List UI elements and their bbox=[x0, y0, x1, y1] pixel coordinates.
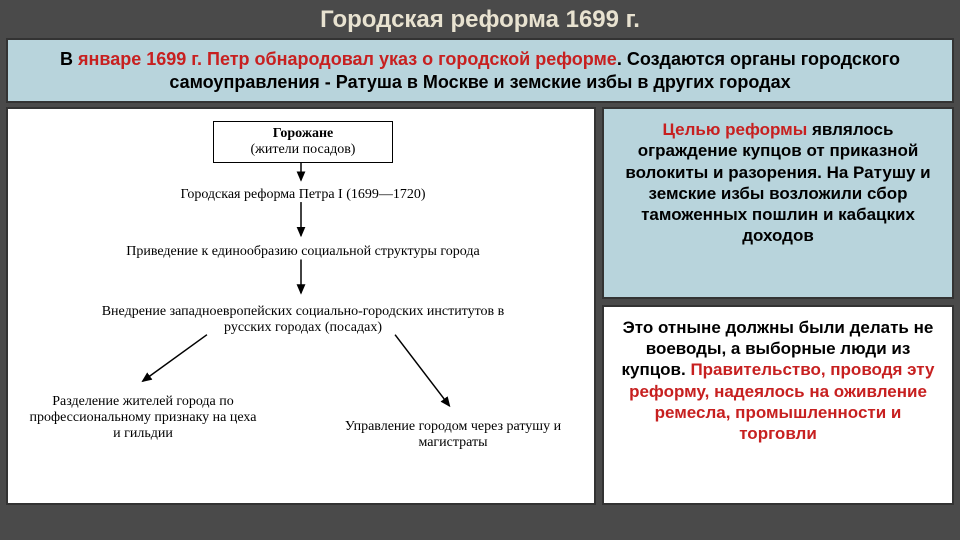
flow-node-5: Управление городом через ратушу и магист… bbox=[338, 419, 568, 451]
side-purpose-highlight: Целью реформы bbox=[663, 120, 808, 139]
flow-node-4: Разделение жителей города по профессиона… bbox=[28, 394, 258, 442]
side-box-purpose: Целью реформы являлось ограждение купцов… bbox=[602, 107, 954, 299]
flow-node-2: Приведение к единообразию социальной стр… bbox=[93, 244, 513, 260]
flow-node-1: Городская реформа Петра I (1699—1720) bbox=[143, 187, 463, 203]
side-box-result: Это отныне должны были делать не воеводы… bbox=[602, 305, 954, 505]
page-title: Городская реформа 1699 г. bbox=[0, 0, 960, 38]
flow-node-root-l2: (жители посадов) bbox=[251, 142, 356, 157]
side-column: Целью реформы являлось ограждение купцов… bbox=[602, 107, 954, 505]
flow-node-root-l1: Горожане bbox=[273, 126, 334, 141]
flowchart-panel: Горожане (жители посадов) Городская рефо… bbox=[6, 107, 596, 505]
main-row: Горожане (жители посадов) Городская рефо… bbox=[6, 107, 954, 505]
intro-box: В январе 1699 г. Петр обнародовал указ о… bbox=[6, 38, 954, 103]
flow-node-root: Горожане (жители посадов) bbox=[213, 121, 393, 163]
intro-highlight: январе 1699 г. Петр обнародовал указ о г… bbox=[78, 49, 617, 69]
flow-node-3: Внедрение западноевропейских социально-г… bbox=[93, 304, 513, 336]
intro-prefix: В bbox=[60, 49, 78, 69]
